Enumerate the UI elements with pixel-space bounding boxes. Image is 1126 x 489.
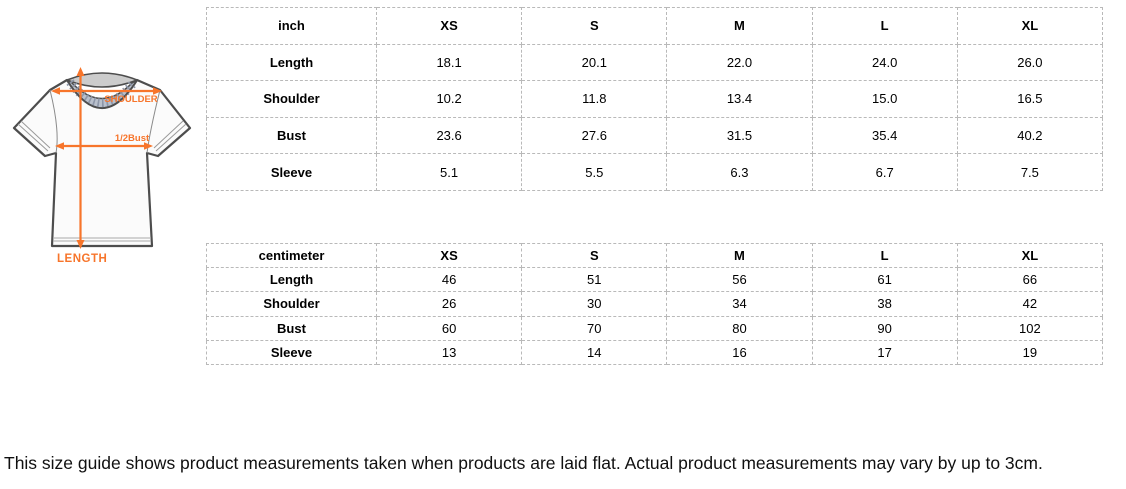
measure-label-cell: Length	[206, 43, 377, 82]
measure-value-cell: 90	[811, 315, 958, 341]
measure-value-cell: 23.6	[375, 116, 523, 155]
tshirt-measurement-diagram: SHOULDER 1/2Bust LENGTH	[6, 62, 198, 267]
size-header-cell: M	[666, 7, 813, 45]
measure-value-cell: 13	[375, 339, 523, 365]
size-table-row: Bust 60 70 80 90 102	[206, 315, 1104, 341]
measure-value-cell: 16	[666, 339, 813, 365]
measure-value-cell: 66	[956, 267, 1104, 293]
length-label: LENGTH	[57, 253, 107, 265]
measure-value-cell: 30	[521, 291, 668, 317]
right-cuff-stitch	[153, 120, 187, 152]
measure-value-cell: 38	[811, 291, 958, 317]
measure-value-cell: 51	[521, 267, 668, 293]
measure-value-cell: 35.4	[811, 116, 958, 155]
size-table-row: Length 18.1 20.1 22.0 24.0 26.0	[206, 43, 1104, 82]
measure-value-cell: 13.4	[666, 80, 813, 118]
measure-value-cell: 19	[956, 339, 1104, 365]
collar-ribs	[66, 79, 138, 108]
hem-stitch	[53, 237, 151, 242]
measure-value-cell: 60	[375, 315, 523, 341]
measure-value-cell: 5.1	[375, 153, 523, 191]
measure-value-cell: 42	[956, 291, 1104, 317]
measure-value-cell: 5.5	[521, 153, 668, 191]
size-table-row: Shoulder 26 30 34 38 42	[206, 291, 1104, 317]
inch-size-table: inch XS S M L XL Length 18.1 20.1 22.0 24.0 26.0 Sho…	[206, 7, 1104, 191]
unit-header-cell: inch	[206, 7, 377, 45]
measure-label-cell: Sleeve	[206, 339, 377, 365]
measure-value-cell: 56	[666, 267, 813, 293]
measure-value-cell: 40.2	[956, 116, 1104, 155]
left-cuff-stitch	[17, 120, 51, 152]
measure-value-cell: 80	[666, 315, 813, 341]
measure-label-cell: Sleeve	[206, 153, 377, 191]
bust-label: 1/2Bust	[115, 133, 150, 144]
measure-label-cell: Bust	[206, 315, 377, 341]
measure-value-cell: 70	[521, 315, 668, 341]
measure-value-cell: 27.6	[521, 116, 668, 155]
measure-value-cell: 16.5	[956, 80, 1104, 118]
size-table-row: Sleeve 13 14 16 17 19	[206, 339, 1104, 365]
size-table-row: Shoulder 10.2 11.8 13.4 15.0 16.5	[206, 80, 1104, 118]
size-header-cell: M	[666, 242, 813, 269]
size-table-row: Length 46 51 56 61 66	[206, 267, 1104, 293]
measure-value-cell: 17	[811, 339, 958, 365]
measure-value-cell: 6.3	[666, 153, 813, 191]
measure-value-cell: 22.0	[666, 43, 813, 82]
size-table-row: Sleeve 5.1 5.5 6.3 6.7 7.5	[206, 153, 1104, 191]
cm-size-table: centimeter XS S M L XL Length 46 51 56 61 66 Shoulde…	[206, 242, 1104, 365]
size-header-cell: L	[811, 7, 958, 45]
size-table-header-row: inch XS S M L XL	[206, 7, 1104, 45]
measure-value-cell: 18.1	[375, 43, 523, 82]
left-sleeve-seam	[49, 89, 58, 154]
measure-value-cell: 6.7	[811, 153, 958, 191]
measure-value-cell: 15.0	[811, 80, 958, 118]
measure-value-cell: 26.0	[956, 43, 1104, 82]
measure-value-cell: 31.5	[666, 116, 813, 155]
measure-value-cell: 46	[375, 267, 523, 293]
measure-value-cell: 20.1	[521, 43, 668, 82]
bust-arrow	[55, 142, 153, 150]
size-header-cell: S	[521, 242, 668, 269]
size-header-cell: XS	[375, 242, 523, 269]
measure-value-cell: 102	[956, 315, 1104, 341]
right-sleeve-seam	[146, 89, 161, 154]
measure-value-cell: 34	[666, 291, 813, 317]
size-table-row: Bust 23.6 27.6 31.5 35.4 40.2	[206, 116, 1104, 155]
measure-value-cell: 26	[375, 291, 523, 317]
length-arrow	[76, 67, 85, 249]
tshirt-diagram-svg: SHOULDER 1/2Bust LENGTH	[12, 67, 192, 265]
measure-label-cell: Shoulder	[206, 291, 377, 317]
size-guide-note: This size guide shows product measuremen…	[4, 453, 1043, 473]
measure-value-cell: 10.2	[375, 80, 523, 118]
unit-header-cell: centimeter	[206, 242, 377, 269]
size-header-cell: S	[521, 7, 668, 45]
shoulder-label: SHOULDER	[104, 94, 157, 105]
size-header-cell: L	[811, 242, 958, 269]
size-header-cell: XL	[956, 242, 1104, 269]
measure-value-cell: 14	[521, 339, 668, 365]
size-header-cell: XS	[375, 7, 523, 45]
measure-value-cell: 61	[811, 267, 958, 293]
measure-value-cell: 24.0	[811, 43, 958, 82]
size-header-cell: XL	[956, 7, 1104, 45]
measure-label-cell: Shoulder	[206, 80, 377, 118]
measure-label-cell: Length	[206, 267, 377, 293]
size-table-header-row: centimeter XS S M L XL	[206, 242, 1104, 269]
measure-label-cell: Bust	[206, 116, 377, 155]
measure-value-cell: 7.5	[956, 153, 1104, 191]
shoulder-arrow	[51, 87, 162, 95]
measure-value-cell: 11.8	[521, 80, 668, 118]
